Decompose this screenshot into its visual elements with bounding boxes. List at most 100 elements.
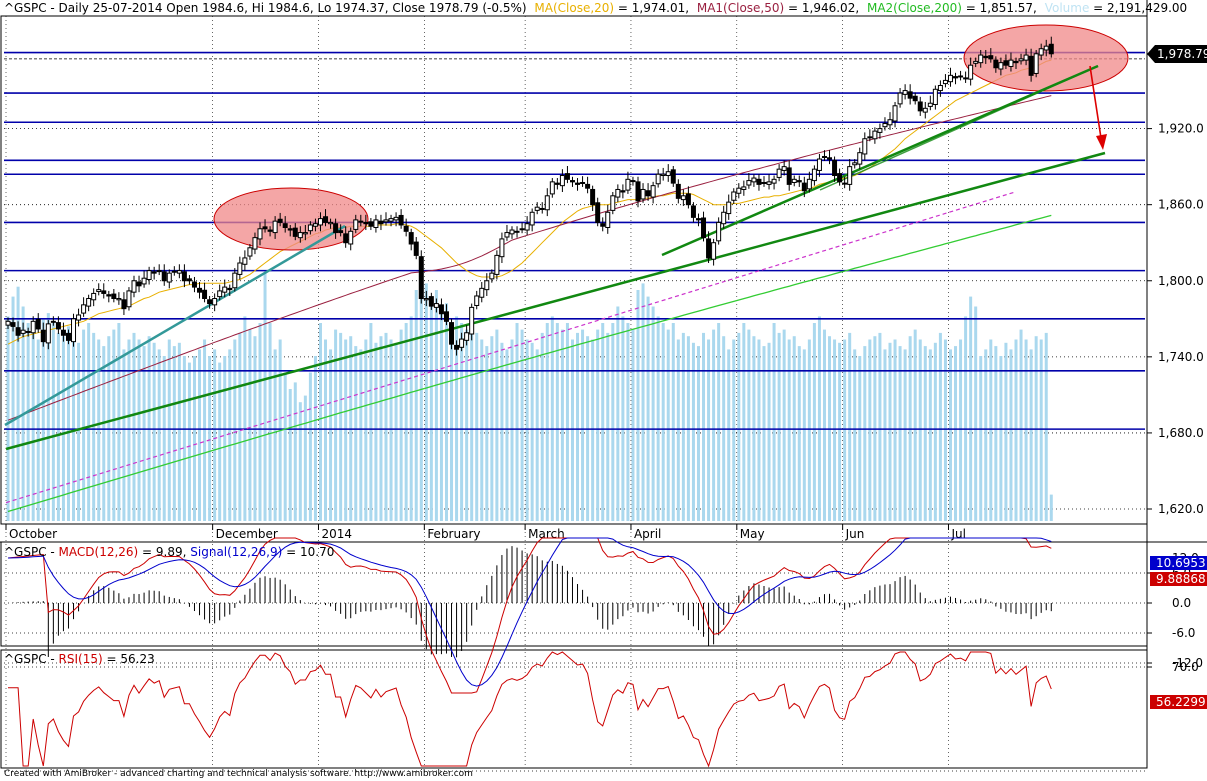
volume-bar — [913, 329, 917, 521]
volume-bar — [656, 316, 660, 521]
volume-bar — [495, 329, 499, 521]
volume-bar — [1014, 339, 1018, 521]
candle-up — [791, 178, 797, 183]
candle-down — [575, 182, 581, 185]
volume-bar — [898, 346, 902, 521]
candle-down — [695, 218, 701, 221]
volume-bar — [878, 332, 882, 521]
candle-down — [378, 220, 384, 225]
candle-up — [504, 232, 510, 238]
candle-up — [610, 195, 616, 211]
volume-bar — [530, 342, 534, 521]
rsi-value-tag-label: 56.2299 — [1156, 695, 1206, 709]
candle-up — [862, 138, 868, 155]
candle-up — [479, 287, 485, 298]
date-tick-label: 2014 — [321, 527, 352, 541]
candle-up — [1008, 59, 1014, 67]
candle-up — [947, 74, 953, 83]
macd-value-tag — [1150, 572, 1207, 586]
candle-down — [111, 293, 117, 300]
volume-bar — [601, 323, 605, 521]
volume-bar — [948, 349, 952, 521]
volume-bar — [782, 329, 786, 521]
candle-up — [776, 168, 782, 178]
candle-down — [197, 287, 203, 293]
price-tick-label: 1,620.0 — [1158, 502, 1204, 516]
volume-bar — [959, 339, 963, 521]
candle-up — [660, 173, 666, 177]
volume-bar — [1049, 494, 1053, 521]
volume-bar — [1009, 349, 1013, 521]
macd-header: ^GSPC - MACD(12,26) = 9.89, Signal(12,26… — [4, 545, 334, 559]
volume-bar — [182, 356, 186, 521]
candle-down — [343, 233, 349, 244]
candle-down — [15, 327, 21, 336]
ma200-legend-value: = 1,851.57, — [962, 1, 1037, 15]
signal-value-tag-label: 10.6953 — [1156, 556, 1206, 570]
volume-bar — [646, 296, 650, 521]
candle-up — [247, 247, 253, 257]
candle-down — [958, 75, 964, 78]
volume-bar — [6, 316, 10, 521]
volume-bar — [565, 323, 569, 521]
candle-down — [161, 271, 167, 282]
volume-legend-value: = 2,191,429.00 — [1089, 1, 1187, 15]
volume-bar — [964, 316, 968, 521]
candle-down — [706, 238, 712, 259]
candle-up — [514, 230, 520, 233]
volume-bar — [480, 339, 484, 521]
price-tick-label: 1,920.0 — [1158, 122, 1204, 136]
candle-up — [731, 191, 737, 201]
candle-up — [86, 298, 92, 307]
volume-bar — [1039, 339, 1043, 521]
volume-bar — [1029, 349, 1033, 521]
candle-down — [191, 281, 197, 288]
candle-down — [171, 270, 177, 273]
volume-bar — [999, 356, 1003, 521]
volume-bar — [450, 323, 454, 521]
candle-down — [1048, 43, 1054, 55]
candle-up — [317, 218, 323, 226]
candle-up — [297, 232, 303, 239]
ma20-legend-value: = 1,974.01, — [614, 1, 689, 15]
macd-line — [7, 537, 1052, 694]
candle-up — [544, 195, 550, 211]
volume-bar — [51, 323, 55, 521]
volume-bar — [757, 339, 761, 521]
candle-down — [554, 182, 560, 185]
volume-bar — [303, 395, 307, 521]
volume-bar — [228, 349, 232, 521]
candle-down — [413, 241, 419, 256]
candle-down — [590, 188, 596, 206]
candle-up — [217, 290, 223, 298]
candle-up — [726, 201, 732, 215]
volume-bar — [465, 329, 469, 521]
volume-bar — [117, 323, 121, 521]
date-tick-label: Jul — [950, 527, 965, 541]
volume-bar — [500, 342, 504, 521]
volume-bar — [797, 346, 801, 521]
volume-bar — [928, 349, 932, 521]
candle-up — [156, 270, 162, 273]
volume-bar — [802, 349, 806, 521]
volume-bar — [374, 342, 378, 521]
ma20-legend: MA(Close,20) — [534, 1, 614, 15]
volume-bar — [868, 339, 872, 521]
volume-bar — [137, 339, 141, 521]
long-term-trendline — [5, 151, 1106, 451]
dashed-channel-line — [5, 191, 1016, 504]
candle-up — [484, 280, 490, 291]
candle-up — [373, 219, 379, 229]
volume-bar — [389, 339, 393, 521]
candle-up — [549, 181, 555, 195]
candle-up — [751, 177, 757, 183]
candle-down — [580, 181, 586, 184]
candle-up — [741, 186, 747, 190]
candle-down — [645, 190, 651, 197]
volume-bars — [6, 273, 1053, 521]
volume-bar — [560, 329, 564, 521]
short-term-trendline — [661, 64, 1099, 257]
candle-up — [353, 219, 359, 230]
candle-up — [50, 320, 56, 323]
